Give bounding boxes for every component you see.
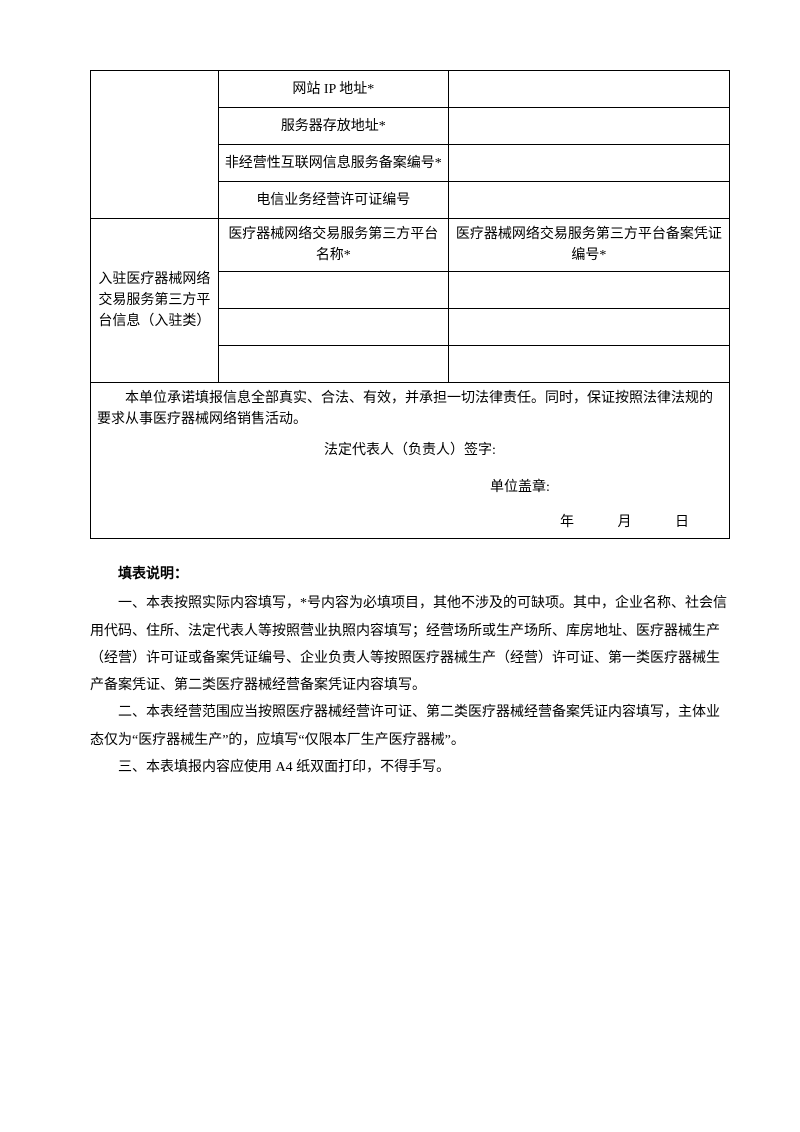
platform-cert-cell [448, 346, 729, 383]
commitment-text: 本单位承诺填报信息全部真实、合法、有效，并承担一切法律责任。同时，保证按照法律法… [97, 388, 723, 430]
platform-name-header: 医疗器械网络交易服务第三方平台名称* [218, 219, 448, 272]
self-website-header-cell [91, 71, 219, 219]
row-value [448, 182, 729, 219]
row-value [448, 145, 729, 182]
platform-section-header: 入驻医疗器械网络交易服务第三方平台信息（入驻类） [91, 219, 219, 383]
row-label: 非经营性互联网信息服务备案编号* [218, 145, 448, 182]
commitment-cell: 本单位承诺填报信息全部真实、合法、有效，并承担一切法律责任。同时，保证按照法律法… [91, 383, 730, 539]
instructions-para: 一、本表按照实际内容填写，*号内容为必填项目，其他不涉及的可缺项。其中，企业名称… [90, 590, 730, 699]
row-value [448, 71, 729, 108]
platform-cert-cell [448, 309, 729, 346]
row-label: 服务器存放地址* [218, 108, 448, 145]
signature-label: 法定代表人（负责人）签字: [97, 440, 723, 461]
table-row: 入驻医疗器械网络交易服务第三方平台信息（入驻类） 医疗器械网络交易服务第三方平台… [91, 219, 730, 272]
platform-name-cell [218, 346, 448, 383]
table-row: 本单位承诺填报信息全部真实、合法、有效，并承担一切法律责任。同时，保证按照法律法… [91, 383, 730, 539]
instructions-title: 填表说明： [90, 561, 730, 588]
platform-cert-header: 医疗器械网络交易服务第三方平台备案凭证编号* [448, 219, 729, 272]
platform-name-cell [218, 272, 448, 309]
instructions-section: 填表说明： 一、本表按照实际内容填写，*号内容为必填项目，其他不涉及的可缺项。其… [90, 561, 730, 781]
row-label: 网站 IP 地址* [218, 71, 448, 108]
date-month: 月 [618, 512, 632, 533]
row-label: 电信业务经营许可证编号 [218, 182, 448, 219]
instructions-para: 三、本表填报内容应使用 A4 纸双面打印，不得手写。 [90, 754, 730, 781]
date-line: 年 月 日 [97, 512, 723, 533]
table-row: 网站 IP 地址* [91, 71, 730, 108]
instructions-para: 二、本表经营范围应当按照医疗器械经营许可证、第二类医疗器械经营备案凭证内容填写，… [90, 699, 730, 754]
row-value [448, 108, 729, 145]
platform-cert-cell [448, 272, 729, 309]
platform-name-cell [218, 309, 448, 346]
date-day: 日 [675, 512, 689, 533]
date-year: 年 [560, 512, 574, 533]
seal-label: 单位盖章: [97, 477, 723, 498]
registration-form-table: 网站 IP 地址* 服务器存放地址* 非经营性互联网信息服务备案编号* 电信业务… [90, 70, 730, 539]
